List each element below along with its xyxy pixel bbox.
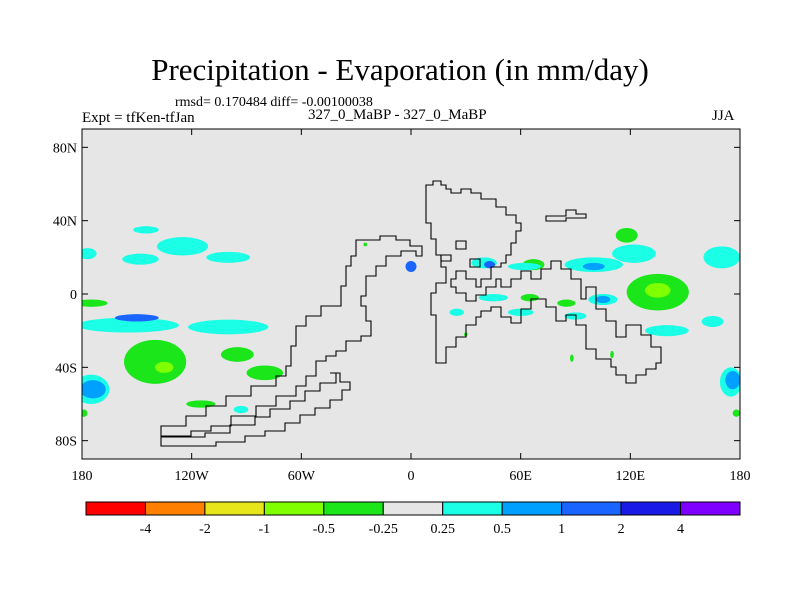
legend-label: -4 xyxy=(140,522,152,537)
x-tick-label: 180 xyxy=(730,469,751,484)
legend-label: 2 xyxy=(618,522,625,537)
contour-region xyxy=(82,409,88,417)
contour-region xyxy=(206,251,251,263)
legend-swatch xyxy=(680,501,741,516)
legend-swatch xyxy=(561,501,622,516)
contour-region xyxy=(188,319,269,335)
contour-region xyxy=(732,409,740,417)
legend-swatch xyxy=(442,501,503,516)
legend-label: -1 xyxy=(259,522,271,537)
contour-region xyxy=(570,354,574,362)
contour-region xyxy=(156,237,209,256)
contour-region xyxy=(246,365,284,381)
chart-title: Precipitation - Evaporation (in mm/day) xyxy=(151,52,649,87)
contour-region xyxy=(405,261,417,272)
coastline-americas xyxy=(160,235,423,437)
stats-line: rmsd= 0.170484 diff= -0.00100038 xyxy=(175,95,373,110)
contour-region xyxy=(557,299,576,307)
contour-region xyxy=(82,380,106,399)
x-tick-label: 180 xyxy=(72,469,93,484)
contour-region xyxy=(133,226,159,234)
legend-swatch xyxy=(263,501,325,516)
contour-region xyxy=(233,405,249,414)
experiment-label: Expt = tfKen-tfJan xyxy=(82,110,195,126)
legend-swatch xyxy=(501,501,563,516)
x-tick-label: 120W xyxy=(175,469,210,484)
contour-region xyxy=(701,316,724,327)
x-tick-label: 120E xyxy=(616,469,646,484)
contour-region xyxy=(186,400,216,408)
contour-region xyxy=(122,253,159,265)
contour-region xyxy=(615,228,638,243)
contour-region xyxy=(82,299,108,307)
legend-label: 1 xyxy=(558,522,565,537)
legend-swatch xyxy=(620,501,682,516)
contour-region xyxy=(155,361,174,373)
coastline-antarctic-peninsula xyxy=(160,372,351,447)
contour-region xyxy=(644,325,689,337)
x-axis: 180 120W 60W 0 60E 120E 180 xyxy=(72,129,751,484)
x-tick-label: 0 xyxy=(408,469,415,484)
contour-region xyxy=(595,295,611,304)
legend-label: 4 xyxy=(677,522,684,537)
legend-label: -2 xyxy=(199,522,211,537)
y-tick-label: 40N xyxy=(53,215,77,230)
contour-region xyxy=(363,242,368,247)
legend-label: 0.5 xyxy=(493,522,511,537)
y-tick-label: 80N xyxy=(53,141,77,156)
contour-region xyxy=(114,314,159,322)
y-axis: 80N 40N 0 40S 80S xyxy=(53,141,740,450)
contour-region xyxy=(725,371,740,390)
contour-region xyxy=(507,262,541,271)
y-tick-label: 0 xyxy=(70,288,77,303)
contour-region xyxy=(520,294,539,302)
legend-label: -0.5 xyxy=(313,522,335,537)
contour-region xyxy=(82,248,97,260)
contour-region xyxy=(612,244,656,263)
y-tick-label: 40S xyxy=(55,361,77,376)
legend-swatch xyxy=(144,501,206,516)
legend-swatch xyxy=(204,501,265,516)
period-label: 327_0_MaBP - 327_0_MaBP xyxy=(308,107,487,123)
contour-region xyxy=(82,317,179,333)
x-tick-label: 60E xyxy=(509,469,532,484)
coastline-africa-eurasia xyxy=(425,180,662,384)
coastline-layer xyxy=(160,180,662,447)
legend-label: 0.25 xyxy=(430,522,455,537)
contour-region xyxy=(703,246,740,269)
x-tick-label: 60W xyxy=(288,469,316,484)
contour-region xyxy=(449,308,465,317)
contour-region xyxy=(124,339,187,384)
color-legend: -4 -2 -1 -0.5 -0.25 0.25 0.5 1 2 4 xyxy=(85,501,741,537)
y-tick-label: 80S xyxy=(55,435,77,450)
contour-region xyxy=(220,347,254,362)
coastline-arctic-islands xyxy=(440,209,587,268)
legend-swatch xyxy=(85,501,146,516)
season-label: JJA xyxy=(712,108,735,124)
contour-region xyxy=(610,350,614,359)
contour-region xyxy=(478,294,508,302)
legend-swatch xyxy=(323,501,384,516)
legend-label: -0.25 xyxy=(369,522,398,537)
contour-region xyxy=(644,283,671,298)
legend-swatch xyxy=(382,501,444,516)
contour-region xyxy=(582,262,605,271)
